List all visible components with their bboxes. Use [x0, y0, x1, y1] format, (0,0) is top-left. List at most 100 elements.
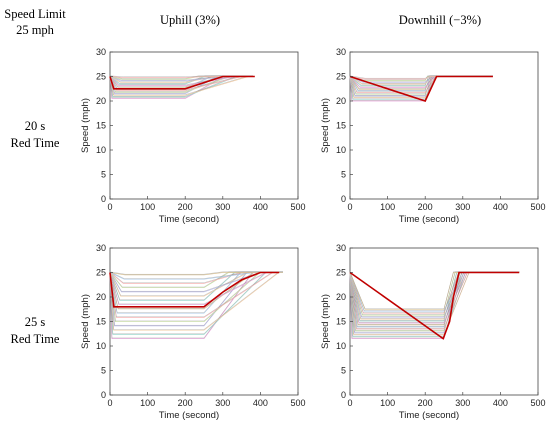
y-tick-label: 5: [341, 366, 346, 376]
x-axis-label: Time (second): [159, 410, 219, 421]
y-tick-label: 20: [96, 292, 106, 302]
row-label-20s: 20 s Red Time: [0, 118, 70, 152]
y-tick-label: 15: [336, 317, 346, 327]
trajectory-line: [109, 272, 283, 310]
y-tick-label: 25: [336, 268, 346, 278]
plot-frame: [109, 51, 299, 200]
y-tick-label: 25: [96, 72, 106, 82]
x-tick-label: 200: [418, 398, 433, 408]
trajectory-line-shadow: [109, 271, 283, 275]
x-tick-label: 500: [290, 398, 305, 408]
trajectory-line-shadow: [349, 271, 520, 323]
x-tick-label: 400: [253, 202, 268, 212]
x-axis-label: Time (second): [159, 214, 219, 225]
plot-frame: [349, 247, 539, 396]
y-tick-label: 0: [101, 194, 106, 204]
trajectory-line-shadow: [349, 271, 520, 327]
trajectory-line: [349, 272, 520, 320]
trajectory-line: [109, 272, 283, 323]
y-tick-label: 10: [336, 341, 346, 351]
y-axis-label: Speed (mph): [80, 294, 91, 349]
x-tick-label: 200: [178, 202, 193, 212]
x-tick-label: 500: [530, 398, 545, 408]
chart-panel-1: 0 100 200 300 400 500 0 5 10 15 20 25 30 Time (second…: [80, 47, 306, 225]
trajectory-line: [349, 272, 520, 334]
y-tick-label: 30: [336, 47, 346, 57]
highlight-trajectory: [109, 75, 255, 90]
row-label-line2: Red Time: [10, 136, 60, 150]
trajectory-line: [349, 76, 493, 97]
trajectory-line-shadow: [349, 271, 520, 315]
trajectory-line-shadow: [349, 271, 520, 329]
x-tick-label: 500: [530, 202, 545, 212]
y-tick-label: 0: [341, 194, 346, 204]
x-axis-label: Time (second): [399, 214, 459, 225]
trajectory-line-shadow: [349, 75, 493, 101]
y-tick-label: 20: [336, 96, 346, 106]
y-tick-label: 5: [341, 170, 346, 180]
trajectory-line: [349, 272, 520, 322]
trajectory-line: [349, 272, 520, 312]
y-tick-label: 30: [336, 243, 346, 253]
y-tick-label: 15: [96, 121, 106, 131]
y-axis-label: Speed (mph): [80, 98, 91, 153]
y-tick-label: 30: [96, 243, 106, 253]
row-label-line1: 20 s: [24, 119, 46, 133]
x-tick-label: 400: [493, 398, 508, 408]
x-tick-label: 300: [455, 202, 470, 212]
row-label-line2: Red Time: [10, 332, 60, 346]
y-tick-label: 20: [336, 292, 346, 302]
y-tick-label: 30: [96, 47, 106, 57]
x-tick-label: 500: [290, 202, 305, 212]
trajectory-line-shadow: [349, 271, 520, 331]
x-tick-label: 100: [380, 398, 395, 408]
x-tick-label: 300: [215, 398, 230, 408]
y-tick-label: 10: [96, 341, 106, 351]
x-tick-label: 100: [140, 398, 155, 408]
x-tick-label: 100: [140, 202, 155, 212]
trajectory-line: [349, 272, 520, 316]
column-header-downhill: Downhill (−3%): [398, 13, 482, 27]
y-tick-label: 25: [336, 72, 346, 82]
x-tick-label: 0: [107, 398, 112, 408]
y-tick-label: 0: [101, 390, 106, 400]
chart-panel-2: 0 100 200 300 400 500 0 5 10 15 20 25 30 Time (second…: [320, 47, 546, 225]
y-tick-label: 15: [336, 121, 346, 131]
row-label-line1: 25 s: [24, 315, 46, 329]
chart-panel-3: 0 100 200 300 400 500 0 5 10 15 20 25 30 Time (second…: [80, 243, 306, 421]
x-axis-label: Time (second): [399, 410, 459, 421]
y-tick-label: 5: [101, 170, 106, 180]
y-tick-label: 25: [96, 268, 106, 278]
x-tick-label: 100: [380, 202, 395, 212]
y-tick-label: 10: [336, 145, 346, 155]
column-header-uphill: Uphill (3%): [159, 13, 221, 27]
highlight-trajectory: [349, 75, 493, 102]
y-tick-label: 0: [341, 390, 346, 400]
corner-header-line2: 25 mph: [16, 23, 54, 37]
highlight-trajectory: [109, 271, 280, 308]
trajectory-line: [349, 272, 520, 314]
corner-header-line1: Speed Limit: [4, 7, 66, 21]
y-tick-label: 10: [96, 145, 106, 155]
corner-header: Speed Limit 25 mph: [0, 6, 70, 38]
y-axis-label: Speed (mph): [320, 294, 331, 349]
x-tick-label: 400: [253, 398, 268, 408]
x-tick-label: 200: [418, 202, 433, 212]
trajectory-line: [349, 272, 520, 328]
x-tick-label: 300: [215, 202, 230, 212]
chart-panel-4: 0 100 200 300 400 500 0 5 10 15 20 25 30 Time (second…: [320, 243, 546, 421]
x-tick-label: 0: [107, 202, 112, 212]
x-tick-label: 200: [178, 398, 193, 408]
y-tick-label: 20: [96, 96, 106, 106]
x-tick-label: 400: [493, 202, 508, 212]
x-tick-label: 300: [455, 398, 470, 408]
trajectory-line: [349, 272, 520, 336]
row-label-25s: 25 s Red Time: [0, 314, 70, 348]
trajectory-line-shadow: [349, 271, 520, 317]
plot-frame: [349, 51, 539, 200]
y-tick-label: 15: [96, 317, 106, 327]
trajectory-line: [109, 272, 283, 297]
trajectory-line-shadow: [349, 271, 520, 313]
x-tick-label: 0: [347, 398, 352, 408]
